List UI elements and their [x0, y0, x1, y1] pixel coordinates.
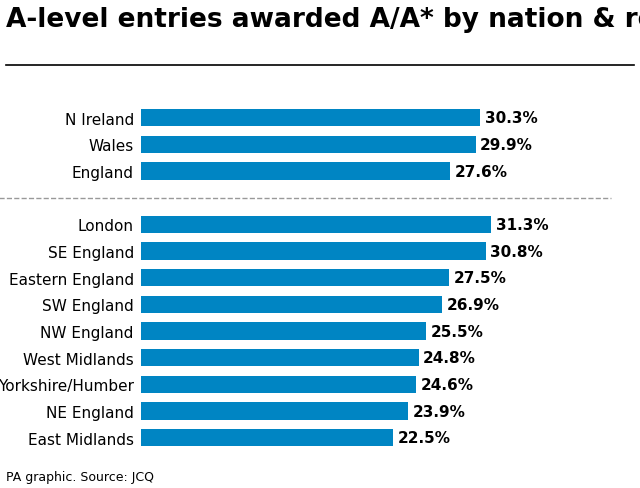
Bar: [141, 429, 393, 447]
Bar: [141, 137, 476, 154]
Text: A-level entries awarded A/A* by nation & region: A-level entries awarded A/A* by nation &…: [6, 7, 640, 33]
Text: 23.9%: 23.9%: [413, 404, 466, 419]
Bar: [141, 216, 492, 234]
Bar: [141, 163, 450, 181]
Text: 30.8%: 30.8%: [490, 244, 543, 259]
Bar: [141, 110, 480, 127]
Text: 27.6%: 27.6%: [454, 164, 508, 179]
Bar: [141, 323, 426, 340]
Text: 25.5%: 25.5%: [431, 324, 484, 339]
Bar: [141, 376, 417, 393]
Text: 26.9%: 26.9%: [447, 297, 500, 312]
Bar: [141, 349, 419, 366]
Bar: [141, 296, 442, 313]
Bar: [141, 269, 449, 287]
Text: 24.6%: 24.6%: [421, 377, 474, 392]
Text: PA graphic. Source: JCQ: PA graphic. Source: JCQ: [6, 470, 154, 483]
Text: 31.3%: 31.3%: [496, 218, 548, 232]
Text: 30.3%: 30.3%: [484, 111, 538, 126]
Bar: [141, 243, 486, 260]
Text: 29.9%: 29.9%: [480, 138, 533, 153]
Text: 22.5%: 22.5%: [397, 430, 451, 446]
Text: 24.8%: 24.8%: [423, 350, 476, 366]
Text: 27.5%: 27.5%: [453, 271, 506, 285]
Bar: [141, 403, 408, 420]
